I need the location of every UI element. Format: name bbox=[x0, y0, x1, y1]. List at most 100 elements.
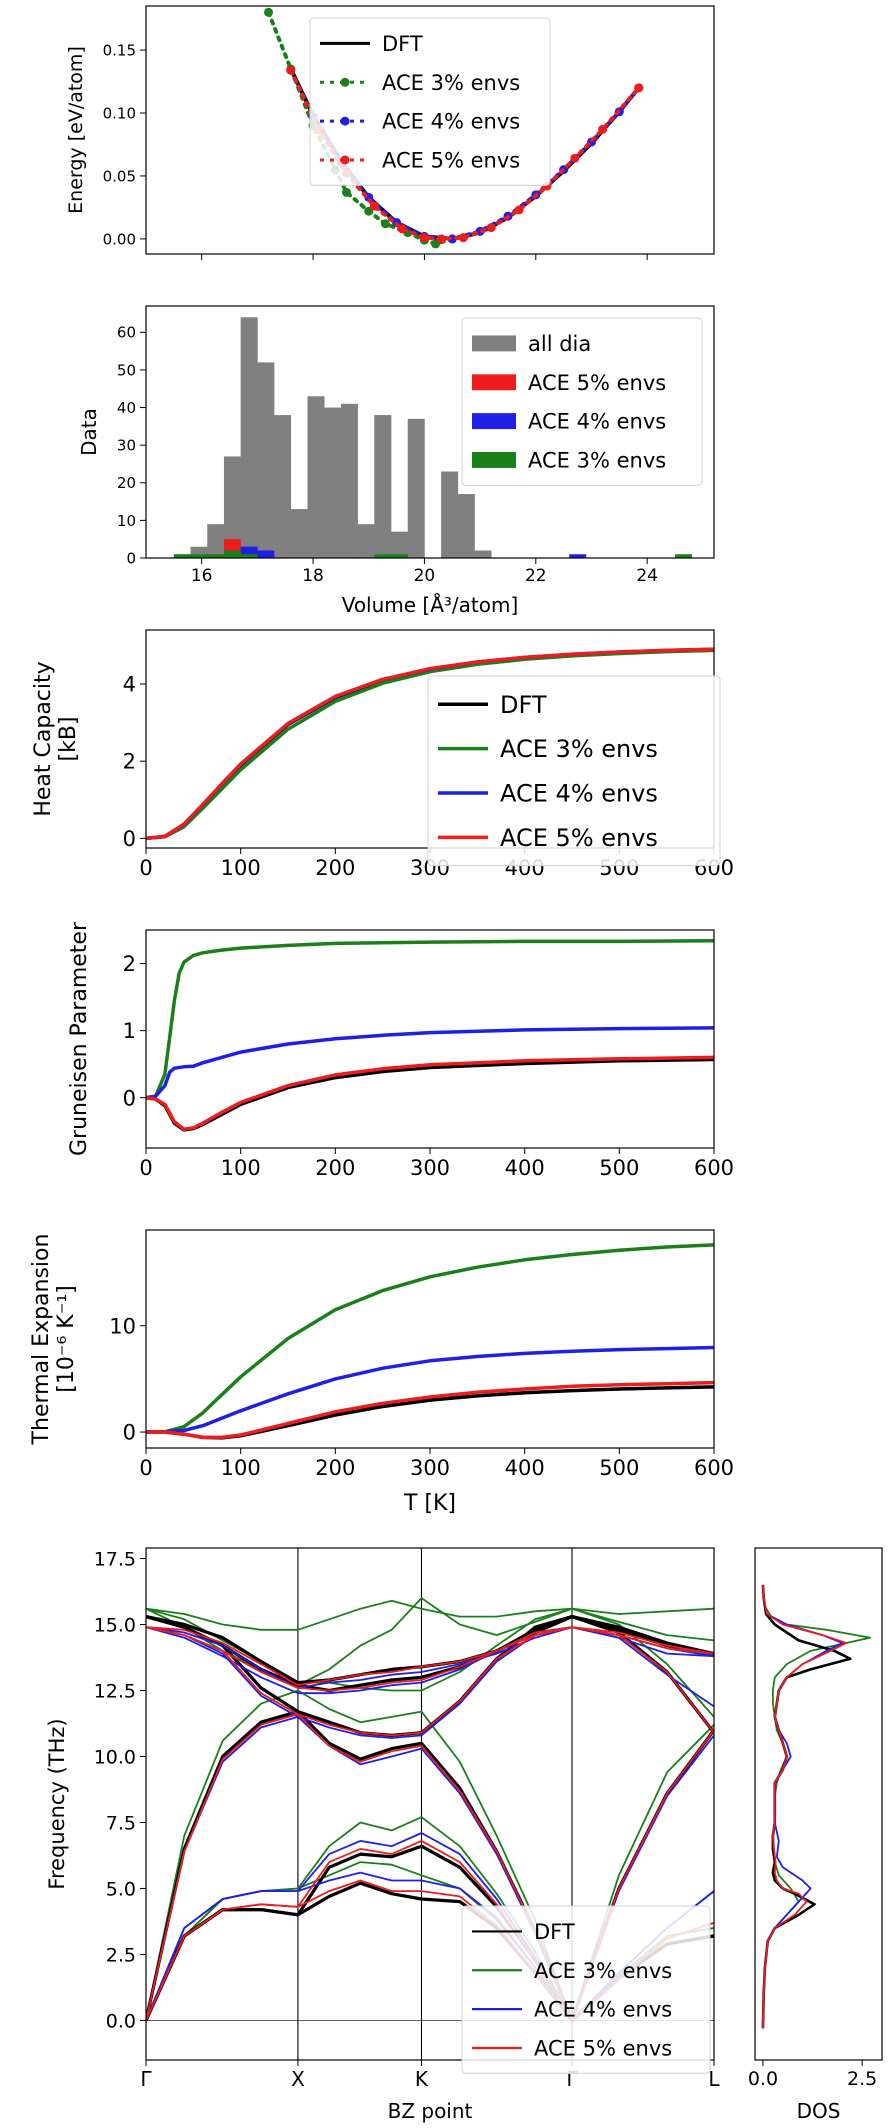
thermal_expansion-line bbox=[146, 1243, 714, 1434]
energy-point bbox=[397, 224, 407, 234]
phonon-band bbox=[146, 1626, 714, 1692]
energy-legend-label: DFT bbox=[382, 32, 423, 56]
energy-point bbox=[458, 233, 468, 243]
histogram-bar bbox=[474, 550, 492, 558]
thermal_expansion-line bbox=[146, 1385, 714, 1440]
histogram-legend-box bbox=[461, 317, 703, 486]
histogram-bar bbox=[240, 546, 258, 558]
histogram-xlabel: Volume [Å³/atom] bbox=[342, 593, 519, 617]
histogram-bar bbox=[257, 362, 275, 558]
phonon-xtick-label: X bbox=[291, 2067, 305, 2091]
gruneisen-xtick-label: 0 bbox=[139, 1156, 152, 1180]
phonon-band bbox=[146, 1597, 714, 1718]
phonon-ytick-label: 7.5 bbox=[106, 1812, 136, 1834]
gruneisen-line bbox=[146, 1055, 714, 1131]
energy-point bbox=[634, 83, 644, 93]
histogram-bar bbox=[457, 494, 475, 558]
thermal_expansion-ylabel: Thermal Expansion[10⁻⁶ K⁻¹] bbox=[29, 1234, 79, 1446]
heat_capacity-ylabel-line: Heat Capacity bbox=[31, 661, 56, 816]
histogram-legend-patch bbox=[472, 374, 516, 391]
phonon-band bbox=[146, 1615, 714, 1685]
thermal_expansion-xtick-label: 300 bbox=[410, 1456, 450, 1480]
gruneisen-ylabel: Gruneisen Parameter bbox=[67, 921, 92, 1156]
histogram-bar bbox=[240, 317, 258, 558]
heat_capacity-legend-box bbox=[427, 675, 721, 867]
gruneisen-line bbox=[146, 1026, 714, 1100]
phonon-legend-label: ACE 5% envs bbox=[534, 2037, 672, 2061]
histogram-bar bbox=[190, 554, 208, 558]
energy-point bbox=[486, 223, 496, 233]
histogram-xtick-label: 22 bbox=[525, 566, 547, 586]
heat_capacity-series-group bbox=[146, 647, 714, 841]
thermal_expansion-ytick-label: 0 bbox=[123, 1421, 136, 1445]
gruneisen-series-group bbox=[146, 938, 714, 1132]
gruneisen-xtick-label: 100 bbox=[221, 1156, 261, 1180]
energy-ytick-label: 0.15 bbox=[103, 41, 136, 59]
histogram-legend-label: ACE 5% envs bbox=[528, 371, 666, 395]
heat_capacity-ylabel-line: [kB] bbox=[56, 717, 81, 762]
phonon-ylabel-line: Frequency (THz) bbox=[45, 1718, 69, 1889]
histogram-ytick-label: 20 bbox=[117, 474, 136, 492]
histogram-ytick-label: 0 bbox=[126, 549, 136, 567]
histogram-legend-patch bbox=[472, 451, 516, 468]
heat_capacity-ytick-label: 2 bbox=[123, 750, 136, 774]
phonon-legend-label: ACE 3% envs bbox=[534, 1959, 672, 1983]
energy-point bbox=[286, 65, 296, 75]
histogram-xtick-label: 24 bbox=[636, 566, 658, 586]
phonon-ytick-label: 2.5 bbox=[106, 1944, 136, 1966]
histogram-xtick-label: 16 bbox=[191, 566, 213, 586]
energy-point bbox=[369, 201, 379, 211]
dos-xtick-label: 0.0 bbox=[748, 2068, 778, 2090]
histogram-bar bbox=[190, 546, 208, 558]
gruneisen-frame bbox=[145, 929, 715, 1149]
dos-line bbox=[762, 1584, 848, 2029]
histogram-xtick-label: 18 bbox=[302, 566, 324, 586]
thermal_expansion-line bbox=[146, 1345, 714, 1434]
gruneisen-xtick-label: 400 bbox=[505, 1156, 545, 1180]
phonon-ylabel: Frequency (THz) bbox=[45, 1718, 69, 1889]
energy-point bbox=[341, 187, 351, 197]
heat_capacity-ylabel: Heat Capacity[kB] bbox=[31, 661, 81, 816]
energy-point bbox=[419, 233, 429, 243]
dos-line bbox=[761, 1584, 852, 2029]
energy-ytick-label: 0.10 bbox=[103, 104, 136, 122]
histogram-ytick-label: 60 bbox=[117, 324, 136, 342]
phonon-ytick-label: 15.0 bbox=[94, 1614, 136, 1636]
phonon-xtick-label: L bbox=[708, 2067, 720, 2091]
histogram-bar bbox=[324, 407, 342, 558]
histogram-bar bbox=[675, 554, 693, 558]
histogram-xtick-label: 20 bbox=[414, 566, 436, 586]
phonon-xlabel: BZ point bbox=[388, 2099, 473, 2123]
phonon-band bbox=[146, 1626, 714, 1737]
histogram-plot: 0 10 20 30 40 50 60 16 18 20 22 24 Volume [Å³/atom] D… bbox=[77, 305, 715, 617]
heat_capacity-legend-label: ACE 4% envs bbox=[500, 780, 658, 808]
phonon-legend-box bbox=[461, 1905, 711, 2074]
phonon-ytick-label: 12.5 bbox=[94, 1680, 136, 1702]
gruneisen-ytick-label: 2 bbox=[123, 952, 136, 976]
heat_capacity-xtick-label: 100 bbox=[221, 856, 261, 880]
histogram-ytick-label: 40 bbox=[117, 399, 136, 417]
phonon-ytick-label: 17.5 bbox=[94, 1548, 136, 1570]
thermal_expansion-ylabel-line: Thermal Expansion bbox=[29, 1234, 54, 1446]
histogram-bar bbox=[374, 554, 392, 558]
dos-xlabel: DOS bbox=[797, 2099, 841, 2123]
heat_capacity-line bbox=[146, 647, 714, 841]
phonon-frame bbox=[145, 1547, 715, 2061]
phonon-legend-label: ACE 4% envs bbox=[534, 1998, 672, 2022]
histogram-legend-patch bbox=[472, 335, 516, 352]
histogram-bar bbox=[240, 554, 258, 558]
gruneisen-xtick-label: 600 bbox=[694, 1156, 734, 1180]
histogram-legend-label: ACE 4% envs bbox=[528, 410, 666, 434]
histogram-ylabel: Data bbox=[77, 408, 101, 456]
histogram-ytick-label: 10 bbox=[117, 512, 136, 530]
dos-line bbox=[762, 1584, 871, 2029]
heat_capacity-xtick-label: 0 bbox=[139, 856, 152, 880]
dos-plot: 0.0 2.5 DOS bbox=[748, 1547, 883, 2123]
gruneisen-line bbox=[146, 1057, 714, 1132]
thermal_expansion-xtick-label: 200 bbox=[315, 1456, 355, 1480]
dos-frame bbox=[754, 1547, 883, 2061]
energy-plot: 0.00 0.05 0.10 0.15 Energy [eV/atom] DFT ACE 3… bbox=[65, 5, 715, 260]
